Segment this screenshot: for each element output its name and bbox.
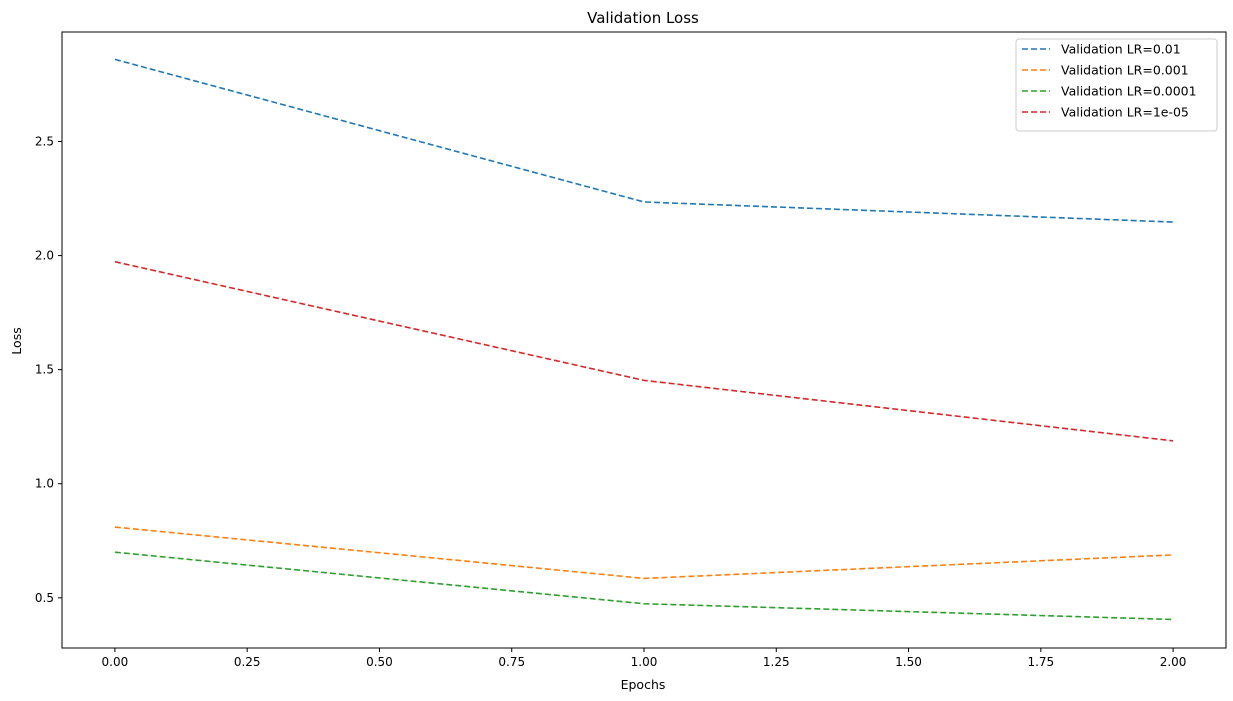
series-line-1 <box>114 58 1174 223</box>
legend-label: Validation LR=0.01 <box>1061 42 1181 57</box>
series-line-4 <box>114 260 1174 442</box>
x-tick-label: 0.25 <box>234 655 261 669</box>
x-tick-label: 1.25 <box>763 655 790 669</box>
y-tick-label: 2.5 <box>35 135 54 149</box>
legend-label: Validation LR=1e-05 <box>1061 105 1189 120</box>
legend-box <box>1015 38 1218 132</box>
x-tick-label: 2.00 <box>1160 655 1187 669</box>
y-tick-label: 1.0 <box>35 477 54 491</box>
legend-label: Validation LR=0.0001 <box>1061 84 1197 99</box>
x-tick-label: 1.75 <box>1027 655 1054 669</box>
y-tick-label: 2.0 <box>35 249 54 263</box>
x-tick-label: 0.50 <box>366 655 393 669</box>
y-axis-label: Loss <box>9 327 24 354</box>
y-tick-label: 1.5 <box>35 363 54 377</box>
chart-title: Validation Loss <box>587 9 699 27</box>
x-tick-label: 1.50 <box>895 655 922 669</box>
x-tick-label: 0.00 <box>102 655 129 669</box>
y-tick-label: 0.5 <box>35 591 54 605</box>
x-tick-label: 0.75 <box>498 655 525 669</box>
series-line-2 <box>114 526 1174 580</box>
legend-label: Validation LR=0.001 <box>1061 63 1189 78</box>
x-axis-label: Epochs <box>621 677 666 692</box>
plot-area: 0.00 0.25 0.50 0.75 1.00 1.25 1.50 1.75 2.00 0.5 1… <box>35 31 1227 669</box>
x-tick-label: 1.00 <box>631 655 658 669</box>
series-line-3 <box>114 551 1174 621</box>
